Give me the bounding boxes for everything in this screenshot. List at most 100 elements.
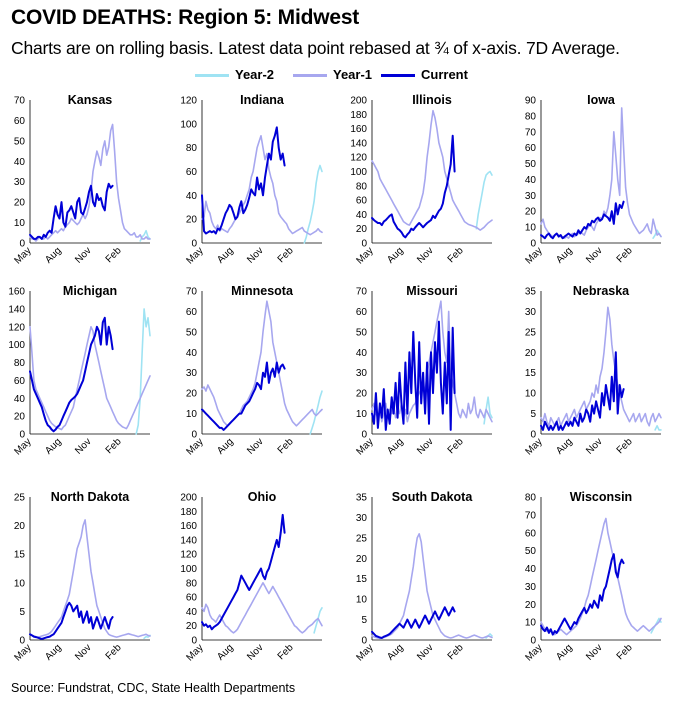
x-tick-label: Aug [385, 245, 405, 265]
x-tick-label: Aug [43, 245, 63, 265]
x-tick-label: May [354, 642, 375, 663]
x-tick-label: Feb [446, 245, 466, 265]
x-tick-label: Nov [245, 245, 265, 265]
y-tick-label: 100 [350, 167, 367, 178]
legend-label-year-2: Year-2 [235, 67, 275, 82]
chart-title-michigan: Michigan [63, 284, 117, 298]
series-line-year-2-nebraska [654, 425, 662, 431]
x-tick-label: May [354, 245, 375, 266]
y-tick-label: 80 [525, 493, 537, 504]
x-tick-label: Nov [584, 436, 604, 456]
x-tick-label: Feb [104, 642, 124, 662]
y-tick-label: 10 [356, 595, 368, 606]
y-tick-label: 70 [14, 96, 26, 107]
chart-south-dakota: South Dakota 0 5 10 15 20 25 30 35 May Aug Nov Feb [354, 490, 493, 663]
x-tick-label: May [523, 642, 544, 663]
series-line-year-2-michigan [135, 308, 151, 435]
chart-illinois: Illinois 0 20 40 60 80 100 120 140 160 180 200 May Au… [350, 93, 493, 266]
y-tick-label: 20 [14, 412, 26, 423]
x-tick-label: Nov [415, 245, 435, 265]
y-tick-label: 50 [525, 159, 537, 170]
x-tick-label: Feb [615, 245, 635, 265]
chart-title-nebraska: Nebraska [573, 284, 630, 298]
chart-minnesota: Minnesota 0 10 20 30 40 50 60 70 May Aug Nov Feb [184, 284, 323, 457]
legend-label-current: Current [421, 67, 468, 82]
series-line-current-illinois [371, 134, 456, 239]
y-tick-label: 20 [14, 521, 26, 532]
x-tick-label: Feb [615, 436, 635, 456]
y-tick-label: 80 [14, 358, 26, 369]
series-line-current-nebraska [540, 351, 625, 431]
x-tick-label: Nov [245, 642, 265, 662]
y-tick-label: 40 [525, 564, 537, 575]
y-tick-label: 10 [356, 409, 368, 420]
series-line-year-2-minnesota [309, 390, 323, 435]
y-tick-label: 60 [186, 167, 198, 178]
x-tick-label: May [12, 436, 33, 457]
x-tick-label: May [184, 436, 205, 457]
y-tick-label: 30 [525, 307, 537, 318]
y-tick-label: 80 [356, 181, 368, 192]
page-title: COVID DEATHS: Region 5: Midwest [11, 6, 360, 29]
x-tick-label: Nov [415, 436, 435, 456]
y-tick-label: 20 [356, 389, 368, 400]
x-tick-label: Aug [215, 245, 235, 265]
y-tick-label: 200 [350, 96, 367, 107]
source-note: Source: Fundstrat, CDC, State Health Dep… [11, 681, 296, 695]
y-tick-label: 50 [186, 327, 198, 338]
x-tick-label: Nov [584, 245, 604, 265]
y-tick-label: 20 [186, 621, 198, 632]
y-tick-label: 120 [180, 550, 197, 561]
y-tick-label: 10 [525, 618, 537, 629]
series-line-year-1-indiana [201, 135, 323, 236]
x-tick-label: Feb [276, 245, 296, 265]
x-tick-label: Aug [43, 436, 63, 456]
y-tick-label: 5 [19, 607, 25, 618]
chart-title-iowa: Iowa [587, 93, 616, 107]
chart-title-indiana: Indiana [240, 93, 285, 107]
y-tick-label: 40 [14, 157, 26, 168]
y-tick-label: 0 [530, 239, 536, 250]
legend-swatch-current [381, 74, 415, 77]
y-tick-label: 100 [180, 119, 197, 130]
y-tick-label: 70 [525, 127, 537, 138]
series-line-year-1-kansas [29, 123, 151, 242]
x-tick-label: May [523, 245, 544, 266]
series-line-current-south-dakota [371, 606, 456, 639]
chart-ohio: Ohio 0 20 40 60 80 100 120 140 160 180 200 May Aug Nov… [180, 490, 323, 663]
y-tick-label: 30 [186, 368, 198, 379]
series-line-current-north-dakota [29, 601, 114, 640]
x-tick-label: Nov [73, 642, 93, 662]
y-tick-label: 10 [14, 218, 26, 229]
y-tick-label: 15 [525, 368, 537, 379]
y-tick-label: 50 [356, 327, 368, 338]
y-tick-label: 80 [525, 111, 537, 122]
x-tick-label: Aug [215, 642, 235, 662]
x-tick-label: Nov [245, 436, 265, 456]
y-tick-label: 25 [14, 493, 26, 504]
x-tick-label: Aug [554, 642, 574, 662]
y-tick-label: 80 [186, 143, 198, 154]
y-tick-label: 120 [350, 153, 367, 164]
y-tick-label: 60 [525, 143, 537, 154]
y-tick-label: 70 [525, 510, 537, 521]
y-tick-label: 10 [186, 409, 198, 420]
x-tick-label: Feb [276, 642, 296, 662]
x-tick-label: Feb [104, 245, 124, 265]
y-tick-label: 30 [525, 582, 537, 593]
series-line-year-1-north-dakota [29, 519, 151, 638]
y-tick-label: 40 [356, 348, 368, 359]
chart-title-minnesota: Minnesota [231, 284, 294, 298]
y-tick-label: 40 [186, 348, 198, 359]
x-tick-label: Aug [43, 642, 63, 662]
y-tick-label: 0 [361, 239, 367, 250]
x-tick-label: Nov [73, 436, 93, 456]
chart-title-missouri: Missouri [406, 284, 457, 298]
y-tick-label: 180 [350, 110, 367, 121]
y-tick-label: 180 [180, 507, 197, 518]
y-tick-label: 5 [361, 615, 367, 626]
y-tick-label: 120 [180, 96, 197, 107]
x-tick-label: Aug [385, 436, 405, 456]
y-tick-label: 20 [186, 215, 198, 226]
chart-title-north-dakota: North Dakota [51, 490, 131, 504]
